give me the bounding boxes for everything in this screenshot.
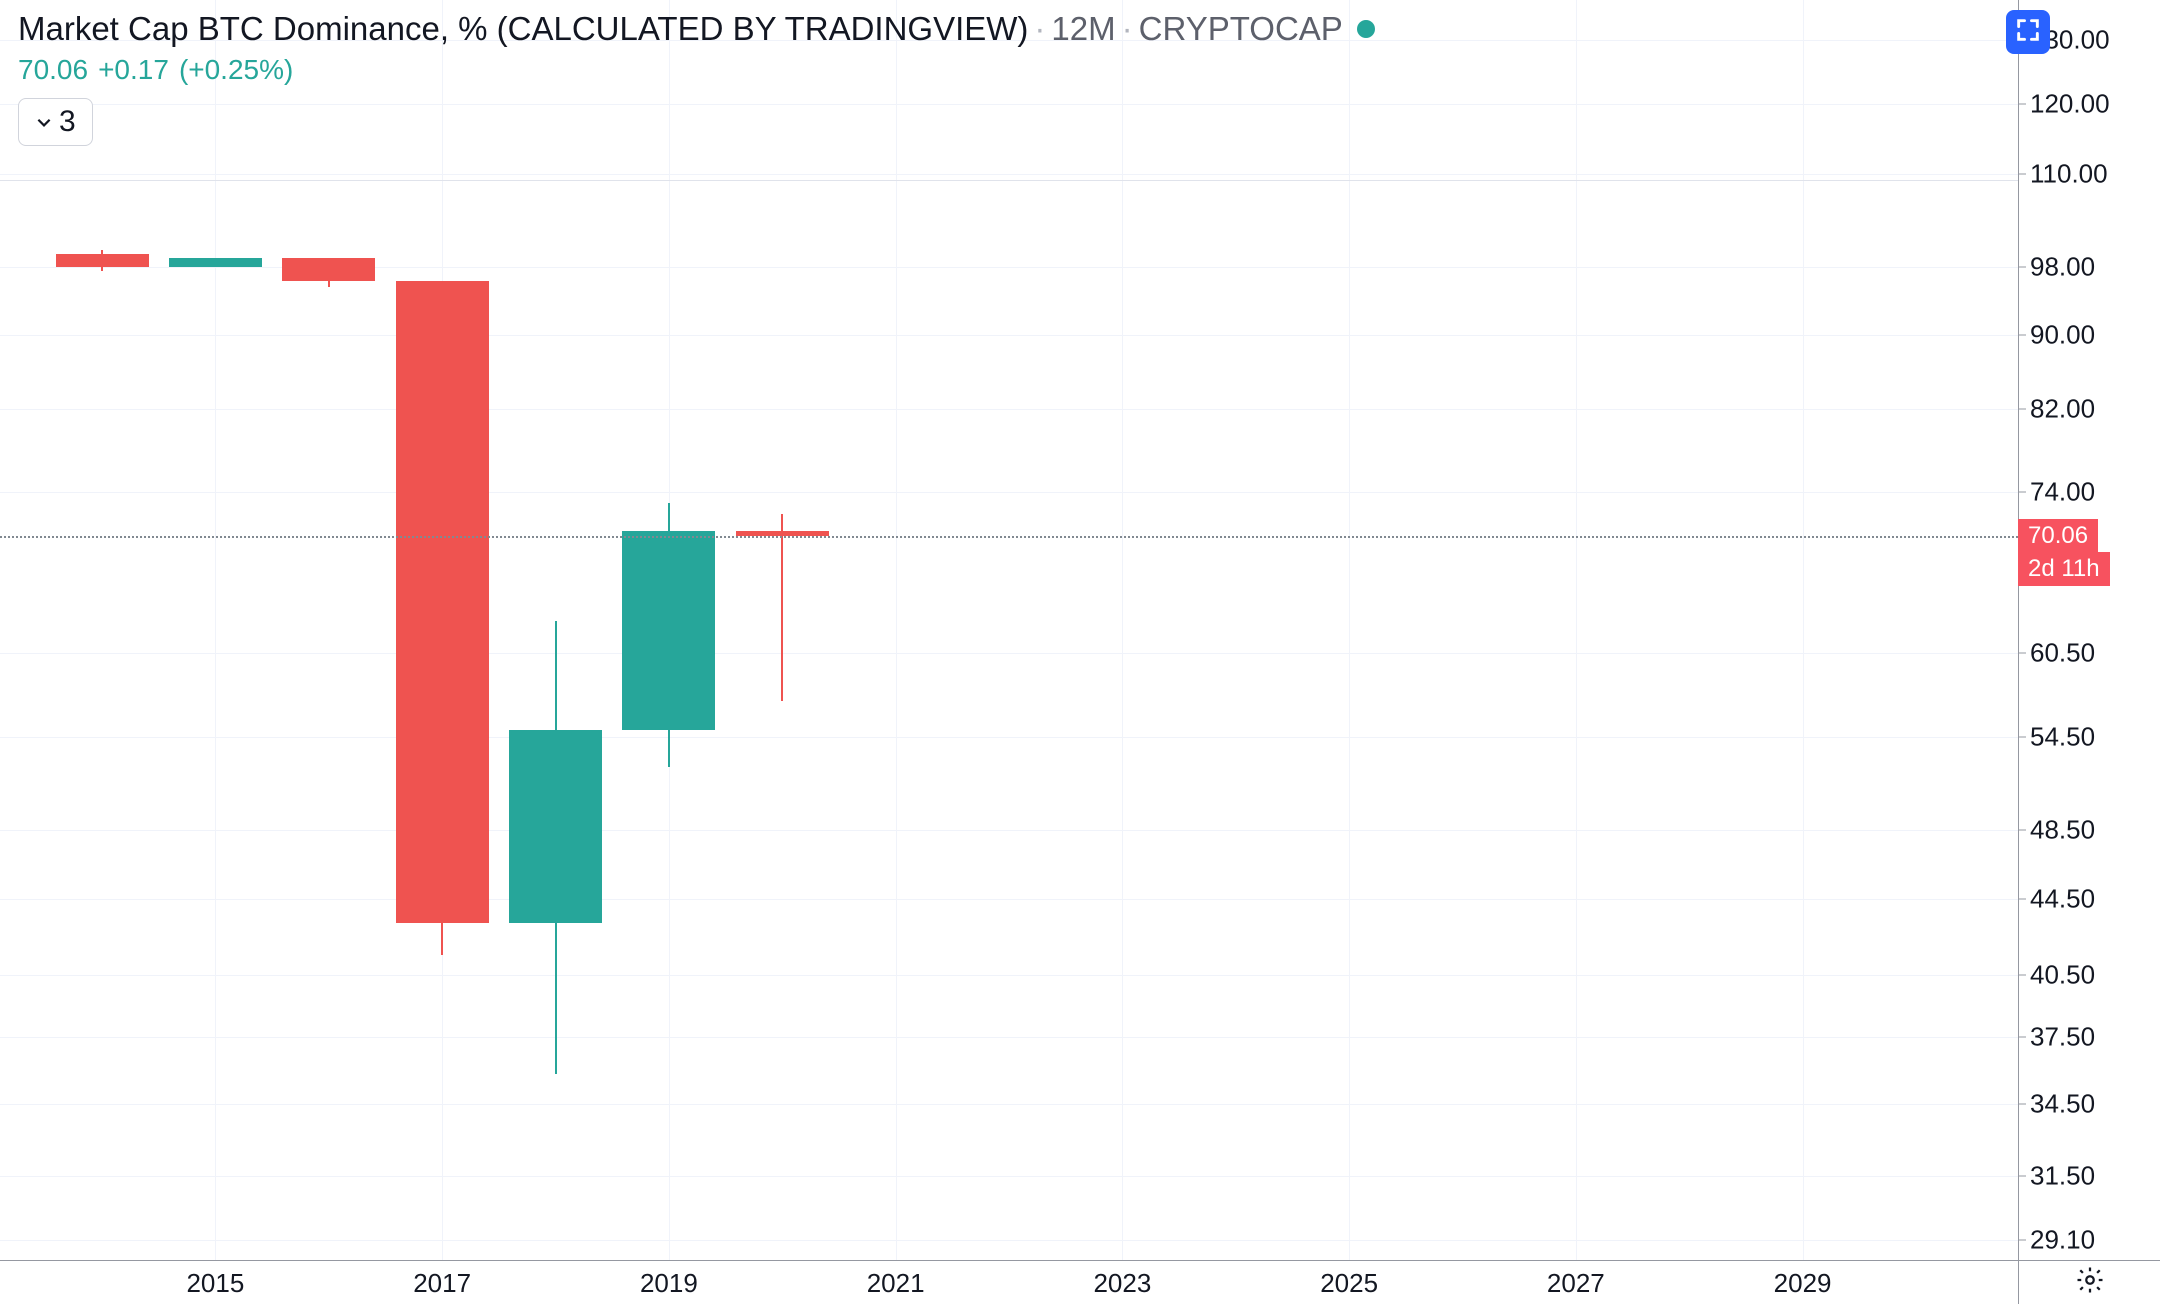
last-price-label[interactable]: 70.06 [2018,519,2098,553]
candle-body [622,531,715,730]
candle-body [169,258,262,266]
price-axis-tick: 98.00 [2030,251,2095,282]
candle[interactable] [622,0,715,1260]
header-divider [0,180,2018,181]
candle-body [509,730,602,924]
exchange-label: CRYPTOCAP [1139,10,1343,48]
time-axis-tick: 2019 [640,1268,698,1299]
price-axis-tick: 74.00 [2030,476,2095,507]
price-axis-tick: 34.50 [2030,1088,2095,1119]
market-status-dot-icon [1357,20,1375,38]
price-change: +0.17 [98,54,169,86]
countdown-label: 2d 11h [2018,552,2110,586]
legend: Market Cap BTC Dominance, % (CALCULATED … [18,10,1375,146]
collapse-indicators-button[interactable]: 3 [18,98,93,146]
candle[interactable] [169,0,262,1260]
time-axis-tick: 2029 [1774,1268,1832,1299]
symbol-title-row[interactable]: Market Cap BTC Dominance, % (CALCULATED … [18,10,1375,48]
separator: · [1034,10,1045,48]
chart-plot-area[interactable] [0,0,2018,1260]
candle[interactable] [56,0,149,1260]
candle[interactable] [396,0,489,1260]
price-axis-tick: 90.00 [2030,319,2095,350]
time-axis-tick: 2017 [413,1268,471,1299]
time-axis[interactable] [0,1260,2018,1304]
separator: · [1122,10,1133,48]
ohlc-values: 70.06 +0.17 (+0.25%) [18,54,1375,86]
gridline-vertical [1576,0,1577,1260]
price-axis-tick: 44.50 [2030,884,2095,915]
candle-wick [781,514,783,701]
indicator-count: 3 [59,105,76,139]
gridline-vertical [896,0,897,1260]
price-axis-tick: 31.50 [2030,1161,2095,1192]
gridline-vertical [1349,0,1350,1260]
last-price: 70.06 [18,54,88,86]
price-axis-tick: 54.50 [2030,721,2095,752]
time-axis-tick: 2025 [1320,1268,1378,1299]
candle[interactable] [736,0,829,1260]
price-axis-tick: 120.00 [2030,89,2110,120]
time-axis-tick: 2023 [1093,1268,1151,1299]
interval-label: 12M [1051,10,1115,48]
chart-container: Market Cap BTC Dominance, % (CALCULATED … [0,0,2160,1304]
price-axis-tick: 29.10 [2030,1225,2095,1256]
price-axis-tick: 37.50 [2030,1021,2095,1052]
price-axis-tick: 40.50 [2030,959,2095,990]
candle-body [282,258,375,281]
fullscreen-icon [2014,16,2042,49]
time-axis-tick: 2021 [867,1268,925,1299]
time-axis-tick: 2027 [1547,1268,1605,1299]
last-price-line [0,536,2018,538]
price-axis-tick: 82.00 [2030,394,2095,425]
time-axis-tick: 2015 [186,1268,244,1299]
candle-body [396,281,489,923]
axis-settings-button[interactable] [2018,1260,2160,1304]
gridline-vertical [1803,0,1804,1260]
price-change-pct: (+0.25%) [179,54,293,86]
gridline-vertical [1122,0,1123,1260]
fullscreen-button[interactable] [2006,10,2050,54]
symbol-title: Market Cap BTC Dominance, % (CALCULATED … [18,10,1028,48]
price-axis-tick: 48.50 [2030,815,2095,846]
candle[interactable] [509,0,602,1260]
candle-body [56,254,149,266]
candle[interactable] [282,0,375,1260]
chevron-down-icon [35,105,53,139]
price-axis-tick: 110.00 [2030,158,2108,189]
price-axis-tick: 60.50 [2030,638,2095,669]
gear-icon [2075,1265,2105,1300]
